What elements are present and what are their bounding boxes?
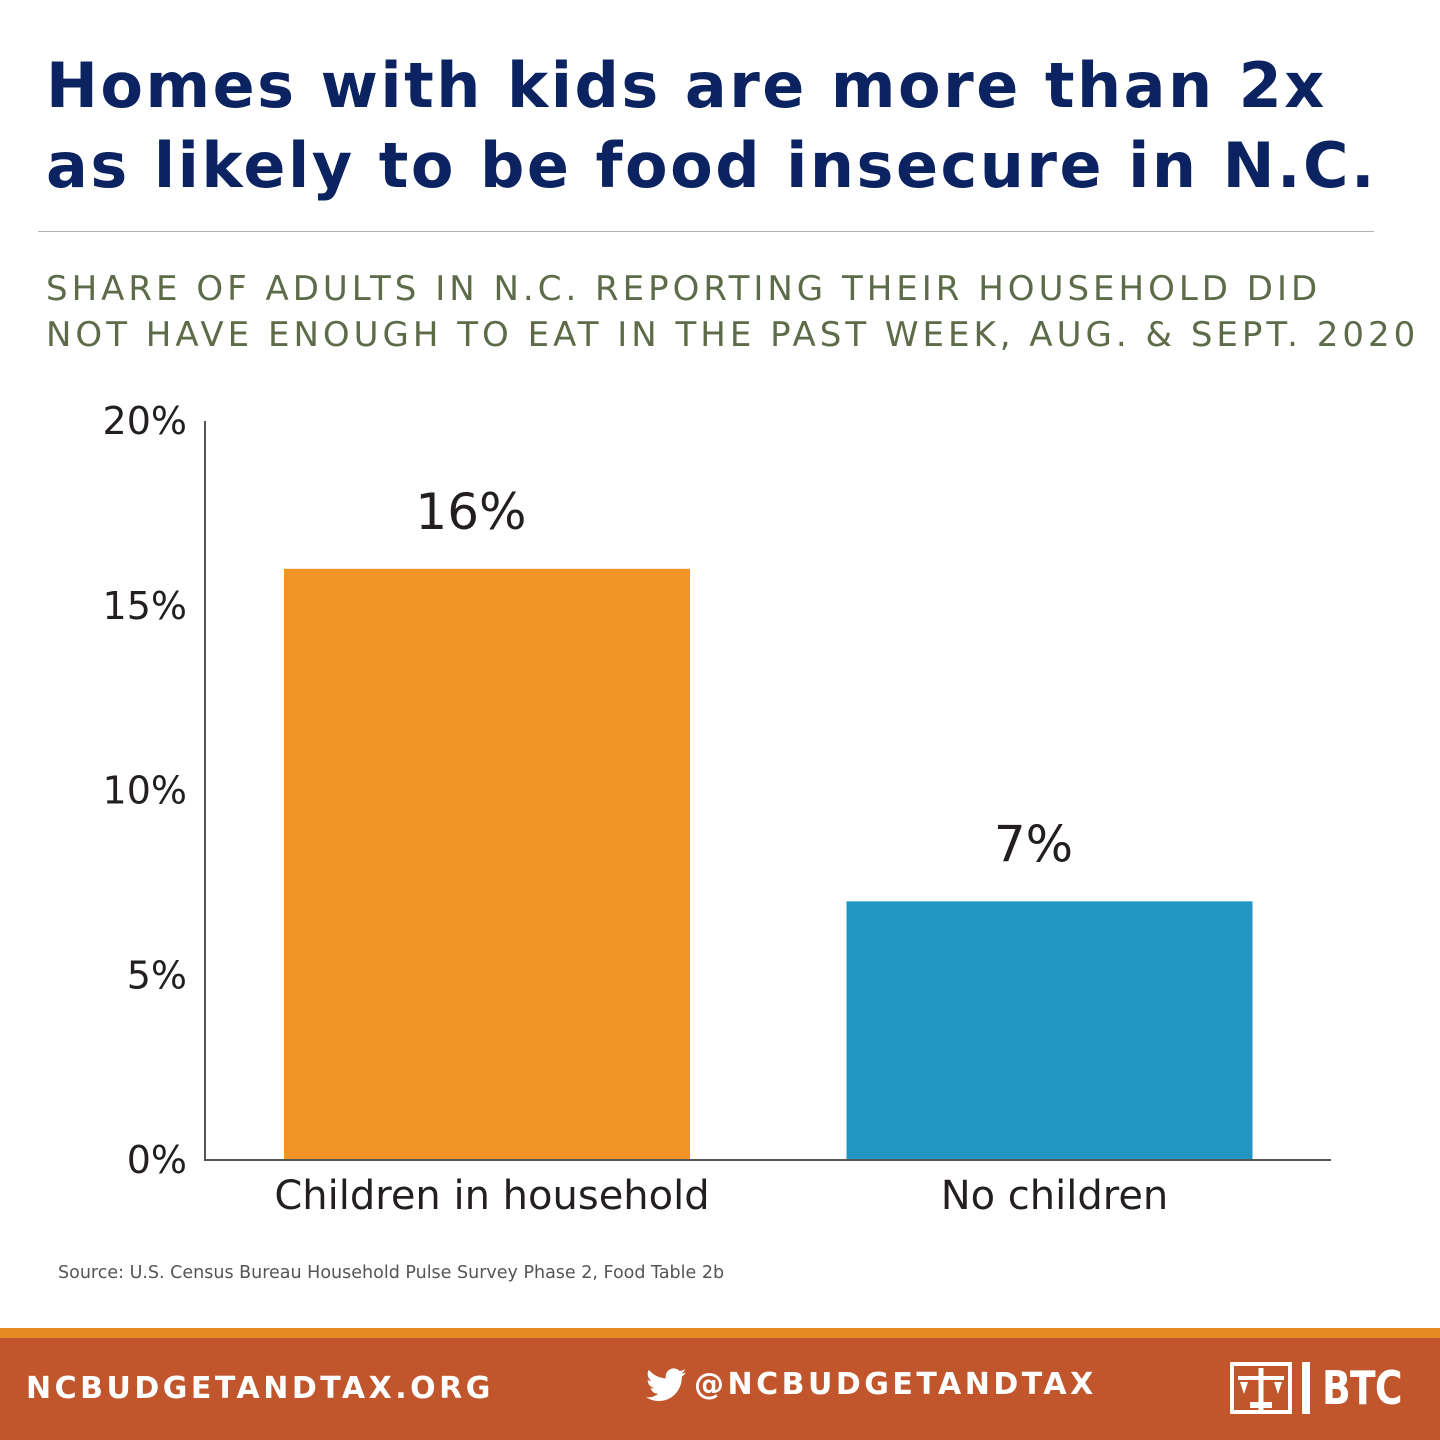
y-axis-ticks: 0% 5% 10% 15% 20% <box>103 399 187 1182</box>
bar <box>284 568 690 1160</box>
source-note: Source: U.S. Census Bureau Household Pul… <box>58 1263 725 1283</box>
btc-logo: BTC <box>1230 1360 1419 1416</box>
logo-divider <box>1302 1362 1310 1414</box>
value-labels: 16% 7% <box>415 483 1073 874</box>
bar-chart: 0% 5% 10% 15% 20% 16% 7% Children in househol… <box>103 399 1331 1219</box>
category-label: Children in household <box>274 1173 709 1219</box>
category-label: No children <box>941 1173 1169 1219</box>
headline-line-2: as likely to be food insecure in N.C. <box>46 129 1378 202</box>
value-label: 7% <box>994 815 1073 873</box>
y-tick-label: 0% <box>127 1138 187 1182</box>
btc-logo-icon <box>1230 1362 1292 1414</box>
headline-line-1: Homes with kids are more than 2x <box>46 49 1327 122</box>
chart-subtitle: SHARE OF ADULTS IN N.C. REPORTING THEIR … <box>46 266 1436 358</box>
category-labels: Children in household No children <box>274 1173 1168 1219</box>
value-label: 16% <box>415 483 526 541</box>
divider <box>38 231 1374 232</box>
y-tick-label: 20% <box>103 399 187 443</box>
subtitle-line-1: SHARE OF ADULTS IN N.C. REPORTING THEIR … <box>46 269 1322 309</box>
twitter-icon <box>646 1367 686 1401</box>
subtitle-line-2: NOT HAVE ENOUGH TO EAT IN THE PAST WEEK,… <box>46 315 1420 355</box>
twitter-handle: @NCBUDGETANDTAX <box>694 1367 1097 1402</box>
y-tick-label: 15% <box>103 584 187 628</box>
y-tick-label: 5% <box>127 953 187 997</box>
y-tick-label: 10% <box>103 769 187 813</box>
website-link[interactable]: NCBUDGETANDTAX.ORG <box>26 1371 494 1406</box>
footer: NCBUDGETANDTAX.ORG @NCBUDGETANDTAX BTC <box>0 1338 1440 1440</box>
bars <box>284 568 1253 1160</box>
bar <box>846 901 1253 1160</box>
logo-text: BTC <box>1322 1361 1403 1415</box>
headline: Homes with kids are more than 2x as like… <box>46 46 1426 206</box>
twitter-link[interactable]: @NCBUDGETANDTAX <box>646 1367 1097 1402</box>
footer-stripe <box>0 1328 1440 1338</box>
